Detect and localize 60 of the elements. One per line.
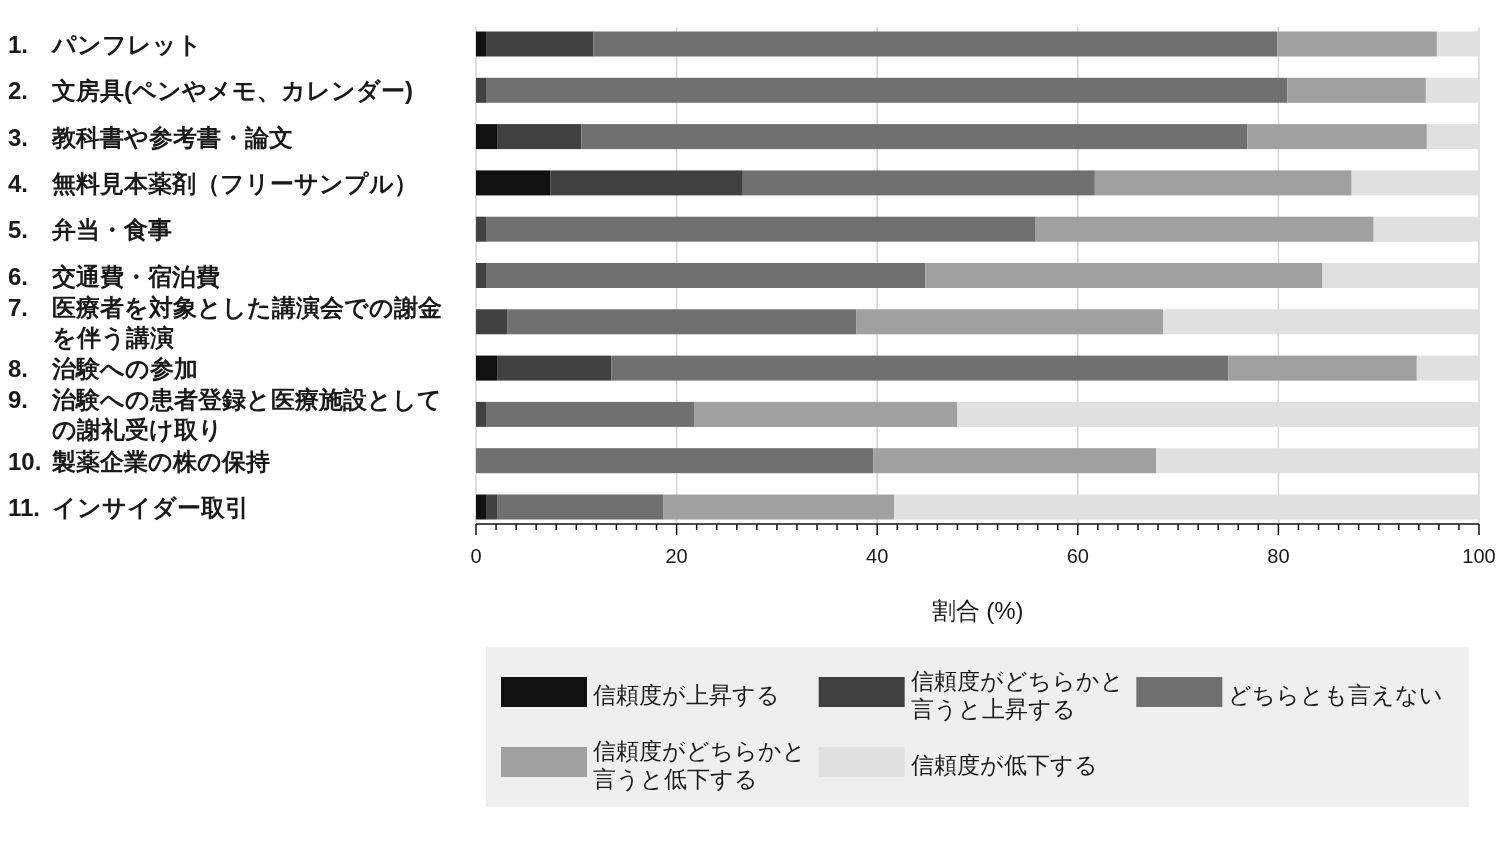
x-tick-label: 80 — [1267, 545, 1290, 567]
bar — [1277, 31, 1437, 57]
legend-label: 信頼度がどちらかと言うと低下する — [593, 738, 806, 792]
bar — [486, 77, 1288, 103]
legend-label: 信頼度が上昇する — [593, 682, 780, 708]
bar — [581, 124, 1248, 150]
bar — [663, 494, 895, 520]
bar — [476, 31, 487, 57]
bar — [1094, 170, 1352, 196]
y-tick-label: 10. 製薬企業の株の保持 — [8, 447, 271, 475]
x-tick-label: 60 — [1066, 545, 1089, 567]
bar — [486, 216, 1036, 242]
bar — [486, 401, 695, 427]
bar — [476, 309, 508, 335]
y-tick-label: 1. パンフレット — [8, 30, 202, 58]
bar — [476, 401, 487, 427]
bar — [497, 494, 664, 520]
y-tick-label: 6. 交通費・宿泊費 — [8, 262, 220, 289]
y-tick-label: 8. 治験への参加 — [8, 354, 198, 382]
y-tick-label: 7. 医療者を対象とした講演会での謝金を伴う講演 — [8, 293, 442, 352]
y-tick-label: 2. 文房具(ペンやメモ、カレンダー) — [8, 76, 413, 104]
legend-label: 信頼度が低下する — [910, 752, 1098, 778]
bar — [507, 309, 857, 335]
bar — [925, 263, 1323, 288]
legend-label: どちらとも言えない — [1228, 682, 1444, 708]
y-tick-label: 5. 弁当・食事 — [8, 215, 172, 243]
bar — [476, 216, 487, 242]
bar — [611, 355, 1229, 381]
bar — [486, 263, 926, 288]
bar — [497, 124, 582, 150]
bar — [486, 31, 594, 57]
bar — [476, 448, 874, 474]
bar — [476, 263, 487, 288]
x-tick-label: 100 — [1462, 545, 1496, 567]
bar — [476, 77, 487, 103]
bar — [486, 494, 498, 520]
bar — [1287, 77, 1426, 103]
x-tick-label: 40 — [866, 545, 889, 567]
bar — [1035, 216, 1374, 242]
bar — [476, 355, 498, 381]
bar — [476, 124, 498, 150]
bar — [550, 170, 743, 196]
bar — [1228, 355, 1417, 381]
y-tick-label: 11. インサイダー取引 — [8, 493, 249, 521]
y-tick-label: 4. 無料見本薬剤（フリーサンプル） — [8, 169, 418, 197]
x-tick-label: 20 — [665, 545, 688, 567]
bar — [497, 355, 612, 381]
bar — [476, 170, 551, 196]
x-tick-label: 0 — [470, 545, 482, 567]
bar — [593, 31, 1278, 57]
bar — [742, 170, 1095, 196]
bar — [476, 494, 487, 520]
legend-label: 信頼度がどちらかと言うと上昇する — [910, 668, 1124, 722]
y-tick-label: 3. 教科書や参考書・論文 — [8, 123, 293, 151]
bar — [694, 401, 958, 427]
x-axis-title: 割合 (%) — [931, 596, 1024, 624]
bar — [856, 309, 1164, 335]
y-tick-label: 9. 治験への患者登録と医療施設としての謝礼受け取り — [8, 385, 442, 443]
bar — [873, 448, 1157, 474]
bar — [1247, 124, 1427, 150]
